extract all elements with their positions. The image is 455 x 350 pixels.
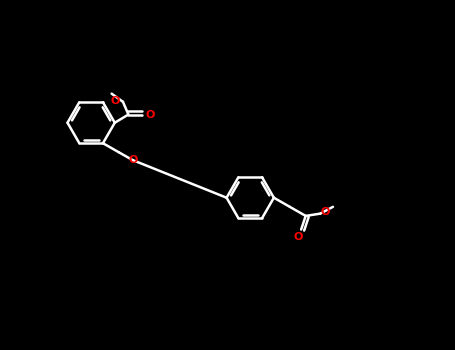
- Text: O: O: [294, 232, 303, 242]
- Text: O: O: [321, 207, 330, 217]
- Text: O: O: [111, 96, 120, 106]
- Text: O: O: [128, 155, 138, 166]
- Text: O: O: [145, 110, 155, 120]
